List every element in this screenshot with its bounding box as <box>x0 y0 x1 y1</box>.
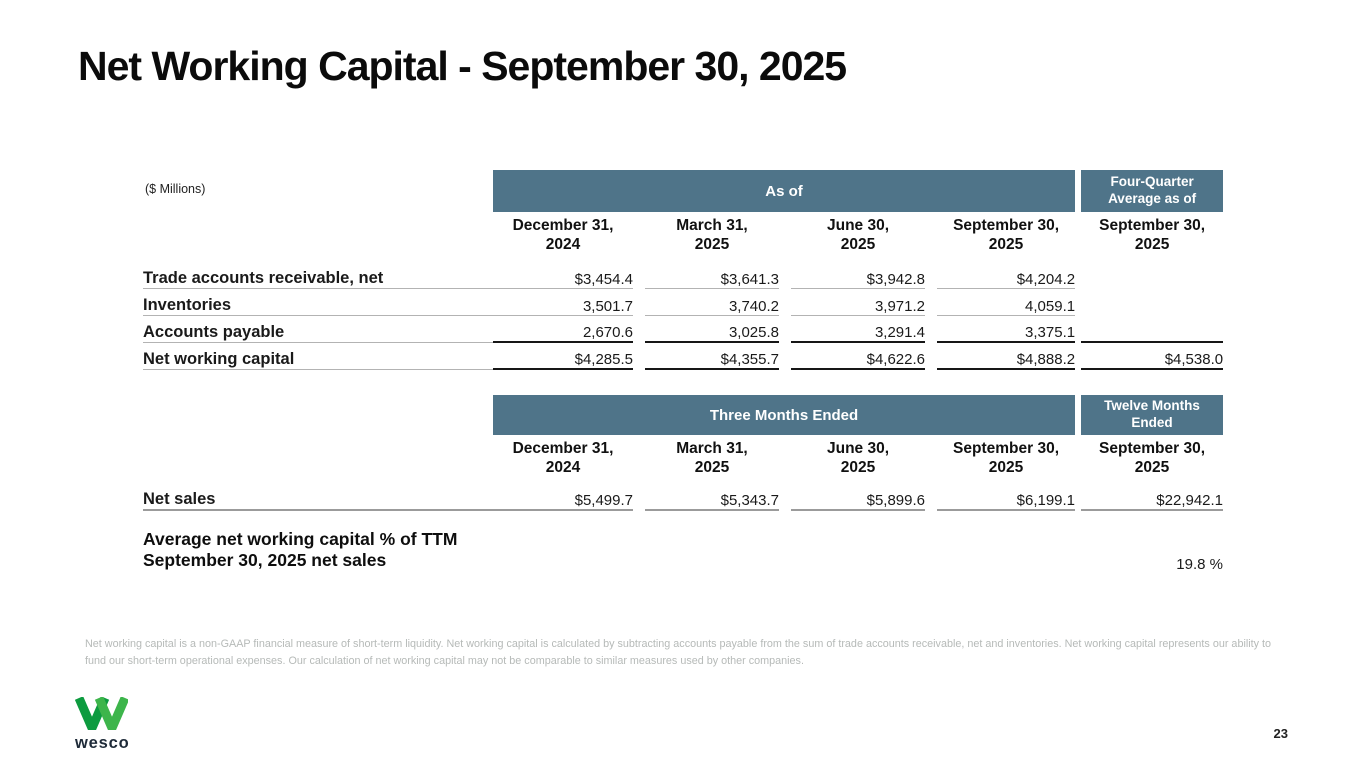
value-cell: 3,375.1 <box>937 316 1076 343</box>
value-cell: $4,888.2 <box>937 343 1076 370</box>
date-header-row: December 31, 2024 March 31, 2025 June 30, 2… <box>143 212 1223 262</box>
summary-block: Average net working capital % of TTM Sep… <box>143 529 1223 573</box>
date-header-row: December 31, 2024 March 31, 2025 June 30, 2… <box>143 435 1223 485</box>
value-cell: $4,355.7 <box>645 343 779 370</box>
spacer <box>779 289 791 316</box>
spacer <box>633 485 645 511</box>
column-header: March 31, 2025 <box>676 440 748 477</box>
net-working-capital-table: As of Four-Quarter Average as of Decembe… <box>143 170 1224 370</box>
row-label: Trade accounts receivable, net <box>143 262 493 289</box>
row-label: Net working capital <box>143 343 493 370</box>
table-row: Net sales $5,499.7 $5,343.7 $5,899.6 $6,… <box>143 485 1224 511</box>
wesco-wordmark: wesco <box>75 734 130 752</box>
value-cell: 2,670.6 <box>493 316 633 343</box>
summary-label-line2: September 30, 2025 net sales <box>143 550 387 570</box>
value-cell: $3,641.3 <box>645 262 779 289</box>
column-header: December 31, 2024 <box>512 440 614 477</box>
spacer <box>925 262 937 289</box>
footnote: Net working capital is a non-GAAP financ… <box>85 638 1272 667</box>
value-cell: $4,204.2 <box>937 262 1076 289</box>
summary-label: Average net working capital % of TTM Sep… <box>143 529 1223 571</box>
value-cell: $22,942.1 <box>1081 485 1224 511</box>
spacer <box>925 316 937 343</box>
value-cell: 3,501.7 <box>493 289 633 316</box>
table-row: Trade accounts receivable, net $3,454.4 … <box>143 262 1223 289</box>
summary-label-line1: Average net working capital % of TTM <box>143 529 458 549</box>
spacer <box>779 435 791 485</box>
four-quarter-average-line2: Average as of <box>1108 191 1197 206</box>
spacer <box>925 485 937 511</box>
spacer <box>925 212 937 262</box>
wesco-w-icon <box>74 696 130 740</box>
value-cell: $5,899.6 <box>791 485 925 511</box>
column-header: March 31, 2025 <box>676 217 748 254</box>
column-header: September 30, 2025 <box>1099 440 1206 477</box>
group-header-row: As of Four-Quarter Average as of <box>143 170 1224 212</box>
value-cell: 4,059.1 <box>937 289 1076 316</box>
table-total-row: Net working capital $4,285.5 $4,355.7 $4… <box>143 343 1224 370</box>
row-label: Net sales <box>143 485 493 511</box>
value-cell: $3,942.8 <box>791 262 925 289</box>
spacer <box>779 343 791 370</box>
column-header: September 30, 2025 <box>953 440 1059 477</box>
wesco-logo: wesco <box>74 696 145 753</box>
spacer <box>779 262 791 289</box>
net-sales-table-wrap: Three Months Ended Twelve Months Ended D… <box>143 395 1224 511</box>
spacer <box>779 316 791 343</box>
value-cell: 3,025.8 <box>645 316 779 343</box>
row-label: Accounts payable <box>143 316 493 343</box>
spacer <box>925 343 937 370</box>
table-row: Inventories 3,501.7 3,740.2 3,971.2 4,05… <box>143 289 1223 316</box>
table-row: Accounts payable 2,670.6 3,025.8 3,291.4… <box>143 316 1224 343</box>
spacer <box>633 343 645 370</box>
four-quarter-average-header: Four-Quarter Average as of <box>1081 170 1224 212</box>
value-cell: 3,740.2 <box>645 289 779 316</box>
summary-value: 19.8 % <box>1176 556 1223 573</box>
spacer <box>633 316 645 343</box>
blank-cell <box>143 170 493 212</box>
blank-cell <box>143 212 493 262</box>
value-cell: $6,199.1 <box>937 485 1076 511</box>
page-title: Net Working Capital - September 30, 2025 <box>78 43 847 89</box>
spacer <box>633 289 645 316</box>
value-cell <box>1081 316 1224 343</box>
group-header-row: Three Months Ended Twelve Months Ended <box>143 395 1224 435</box>
value-cell: $4,622.6 <box>791 343 925 370</box>
column-header: December 31, 2024 <box>512 217 614 254</box>
twelve-months-line2: Ended <box>1131 415 1173 430</box>
spacer <box>779 485 791 511</box>
spacer <box>633 435 645 485</box>
blank-cell <box>143 395 493 435</box>
spacer <box>633 262 645 289</box>
as-of-header: As of <box>493 170 1076 212</box>
value-cell: $3,454.4 <box>493 262 633 289</box>
column-header: September 30, 2025 <box>953 217 1060 254</box>
twelve-months-ended-header: Twelve Months Ended <box>1081 395 1224 435</box>
column-header: June 30, 2025 <box>826 217 890 254</box>
spacer <box>925 289 937 316</box>
net-sales-table: Three Months Ended Twelve Months Ended D… <box>143 395 1224 511</box>
spacer <box>633 212 645 262</box>
units-label: ($ Millions) <box>145 182 206 196</box>
value-cell: $5,343.7 <box>645 485 779 511</box>
value-cell <box>1081 289 1223 316</box>
spacer <box>779 212 791 262</box>
column-header: September 30, 2025 <box>1099 217 1206 254</box>
three-months-ended-header: Three Months Ended <box>493 395 1076 435</box>
value-cell: 3,291.4 <box>791 316 925 343</box>
column-header: June 30, 2025 <box>826 440 890 477</box>
value-cell: $4,538.0 <box>1081 343 1224 370</box>
four-quarter-average-line1: Four-Quarter <box>1110 174 1194 190</box>
value-cell: $5,499.7 <box>493 485 633 511</box>
value-cell <box>1081 262 1223 289</box>
row-label: Inventories <box>143 289 493 316</box>
page-number: 23 <box>1273 726 1288 741</box>
blank-cell <box>143 435 493 485</box>
twelve-months-line1: Twelve Months <box>1104 398 1200 414</box>
spacer <box>925 435 937 485</box>
net-working-capital-table-wrap: As of Four-Quarter Average as of Decembe… <box>143 170 1224 370</box>
value-cell: 3,971.2 <box>791 289 925 316</box>
value-cell: $4,285.5 <box>493 343 633 370</box>
